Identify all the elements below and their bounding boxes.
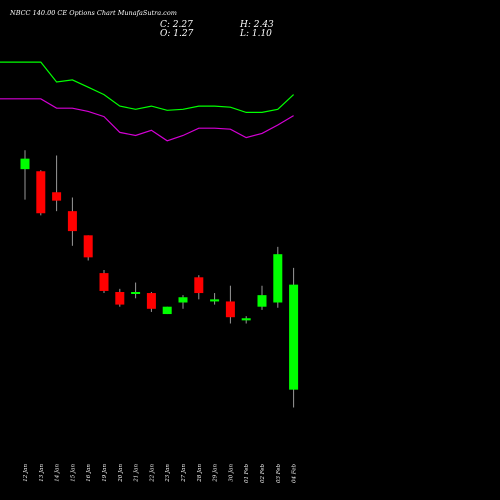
x-tick-label: 02 Feb [260,464,266,484]
x-tick-label: 13 Jan [39,464,45,482]
candle-body [99,273,109,291]
candle-body [52,192,62,201]
candle-02-feb [257,285,267,310]
open-value: O: 1.27 [160,29,194,39]
chart-title: NBCC 140.00 CE Options Chart MunafaSutra… [10,9,177,17]
line-series-2 [0,98,294,142]
candle-03-feb [273,246,283,308]
candle-body [36,171,46,214]
x-tick-label: 21 Jan [134,464,140,483]
candle-body [146,293,156,309]
candle-body [83,235,93,258]
x-tick-label: 15 Jan [70,464,76,482]
x-axis-ticks: 12 Jan 13 Jan 14 Jan 15 Jan 16 Jan 19 Jan 20 J… [23,464,298,484]
candle-12-jan [20,150,30,200]
candle-body [115,292,125,305]
candle-body [289,284,299,390]
candle-27-jan [178,295,188,309]
candle-01-feb [241,316,251,324]
line-series-1 [0,61,295,114]
candle-body [131,292,141,294]
candle-body [210,299,220,302]
x-tick-label: 22 Jan [149,464,155,483]
x-tick-label: 27 Jan [181,464,187,483]
x-tick-label: 30 Jan [228,464,234,482]
candles-group [20,150,299,408]
candle-body [194,277,204,294]
candle-body [273,254,283,303]
x-tick-label: 12 Jan [23,464,29,482]
candle-21-jan [131,282,141,299]
candle-body [225,301,235,318]
candle-29-jan [210,293,220,305]
candle-14-jan [52,155,62,212]
candle-30-jan [225,285,235,324]
x-tick-label: 16 Jan [86,464,92,482]
candle-23-jan [162,306,172,315]
candle-body [257,295,267,307]
candle-16-jan [83,235,93,261]
high-value: H: 2.43 [240,20,274,30]
x-tick-label: 28 Jan [197,464,203,483]
line-series-group [0,61,295,142]
candle-20-jan [115,288,125,307]
x-tick-label: 01 Feb [244,464,250,484]
x-tick-label: 29 Jan [213,464,219,483]
candle-13-jan [36,170,46,216]
x-tick-label: 03 Feb [276,464,282,484]
x-tick-label: 04 Feb [292,464,298,484]
candle-04-feb [289,267,299,408]
candle-19-jan [99,269,109,294]
candle-body [241,318,251,321]
x-tick-label: 14 Jan [55,464,61,482]
low-value: L: 1.10 [240,29,272,39]
candle-body [20,158,30,170]
close-value: C: 2.27 [160,20,193,30]
x-tick-label: 20 Jan [118,464,124,483]
candle-body [162,306,172,315]
candle-28-jan [194,275,204,300]
candle-15-jan [67,197,77,246]
candle-22-jan [146,292,156,312]
candle-body [67,211,77,232]
candle-body [178,297,188,303]
x-tick-label: 19 Jan [102,464,108,482]
x-tick-label: 23 Jan [165,464,171,483]
